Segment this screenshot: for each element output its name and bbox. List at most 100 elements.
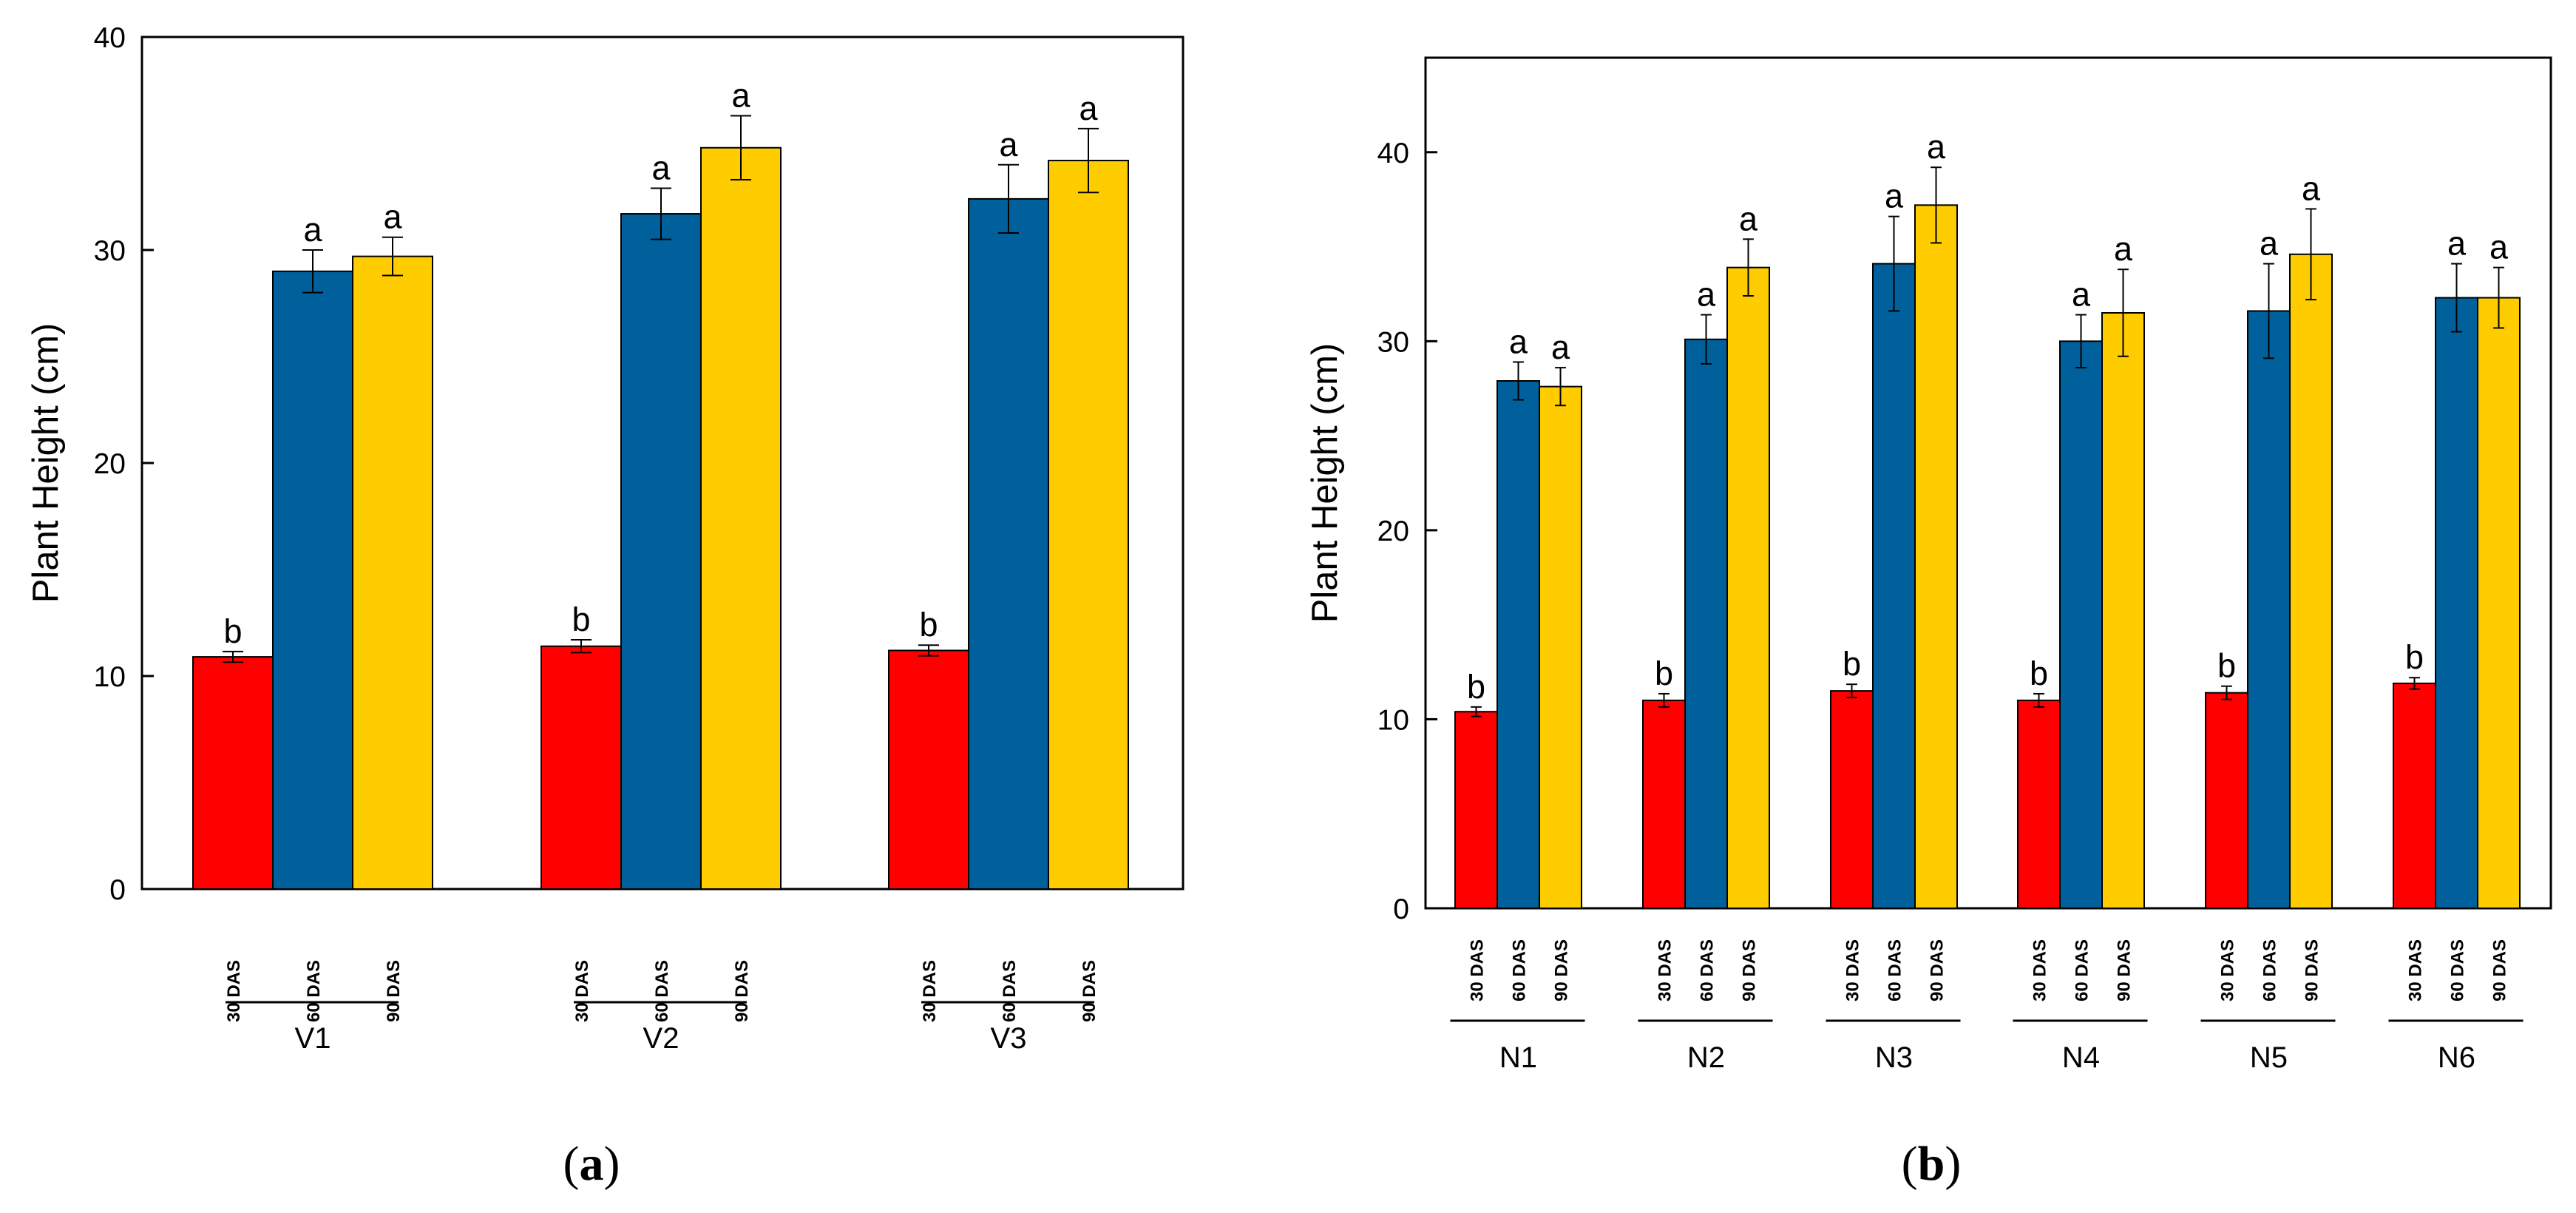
bar-category-label: 30 DAS bbox=[1655, 939, 1675, 1001]
bar-V2-60-DAS bbox=[620, 213, 702, 891]
y-tick-label: 40 bbox=[94, 22, 126, 54]
bar-category-label: 60 DAS bbox=[1000, 960, 1020, 1022]
bar-V3-30-DAS bbox=[888, 649, 969, 890]
bar-N1-90-DAS bbox=[1539, 385, 1582, 909]
group-label-V3: V3 bbox=[991, 1022, 1027, 1055]
significance-letter: b bbox=[2030, 655, 2048, 692]
bar-category-label: 30 DAS bbox=[2030, 939, 2050, 1001]
bar-category-label: 60 DAS bbox=[2448, 939, 2468, 1001]
bar-category-label: 90 DAS bbox=[1740, 939, 1760, 1001]
chart-panel-b: 0 10 20 30 40 Plant Height (cm) b 30 DAS a 60 DAS… bbox=[1305, 56, 2552, 1191]
bar-N2-90-DAS bbox=[1726, 266, 1770, 909]
significance-letter: a bbox=[2072, 276, 2091, 314]
group-label-N5: N5 bbox=[2250, 1041, 2288, 1074]
y-tick-label: 10 bbox=[94, 661, 126, 693]
bar-category-label: 90 DAS bbox=[2115, 939, 2135, 1001]
y-tick-label: 0 bbox=[1393, 893, 1409, 925]
bar-N6-30-DAS bbox=[2393, 682, 2436, 910]
significance-letter: a bbox=[2114, 230, 2133, 268]
significance-letter: b bbox=[1467, 668, 1485, 706]
significance-letter: b bbox=[2217, 647, 2236, 685]
y-tick-label: 20 bbox=[1377, 516, 1409, 547]
bar-N5-60-DAS bbox=[2247, 310, 2291, 909]
significance-letter: a bbox=[651, 149, 671, 186]
significance-letter: a bbox=[1885, 178, 1904, 215]
bar-V3-60-DAS bbox=[968, 197, 1049, 890]
bar-category-label: 30 DAS bbox=[1843, 939, 1863, 1001]
bar-category-label: 30 DAS bbox=[1468, 939, 1488, 1001]
bar-category-label: 60 DAS bbox=[652, 960, 672, 1022]
bar-category-label: 60 DAS bbox=[2072, 939, 2092, 1001]
bar-N1-60-DAS bbox=[1497, 380, 1540, 909]
plot-frame bbox=[1424, 56, 2552, 910]
significance-letter: a bbox=[1551, 328, 1570, 366]
significance-letter: b bbox=[1843, 645, 1861, 683]
y-tick-label: 20 bbox=[94, 448, 126, 480]
bar-category-label: 90 DAS bbox=[732, 960, 752, 1022]
bar-V2-30-DAS bbox=[540, 645, 622, 890]
panel-label-letter: b bbox=[1918, 1137, 1945, 1191]
significance-letter: b bbox=[1655, 655, 1673, 692]
panel-label: (b) bbox=[1902, 1137, 1962, 1191]
y-tick-label: 10 bbox=[1377, 704, 1409, 736]
significance-letter: a bbox=[1739, 200, 1758, 237]
bar-category-label: 60 DAS bbox=[304, 960, 324, 1022]
bar-category-label: 30 DAS bbox=[224, 960, 244, 1022]
panel-label-open: ( bbox=[563, 1137, 580, 1191]
bar-N3-30-DAS bbox=[1830, 690, 1874, 909]
bar-category-label: 90 DAS bbox=[1928, 939, 1948, 1001]
bar-V3-90-DAS bbox=[1048, 160, 1129, 891]
group-label-N2: N2 bbox=[1687, 1041, 1725, 1074]
bar-N3-60-DAS bbox=[1872, 263, 1916, 909]
significance-letter: a bbox=[1079, 89, 1098, 127]
y-tick-label: 30 bbox=[94, 235, 126, 267]
group-label-N6: N6 bbox=[2438, 1041, 2475, 1074]
panel-label-close: ) bbox=[604, 1137, 620, 1191]
bar-category-label: 90 DAS bbox=[2490, 939, 2510, 1001]
bar-N4-30-DAS bbox=[2017, 699, 2061, 910]
significance-letter: a bbox=[2260, 225, 2279, 263]
significance-letter: a bbox=[2489, 229, 2509, 266]
bar-category-label: 60 DAS bbox=[2260, 939, 2280, 1001]
bar-N1-30-DAS bbox=[1454, 711, 1498, 909]
bar-category-label: 30 DAS bbox=[920, 960, 940, 1022]
significance-letter: a bbox=[731, 77, 750, 115]
bar-category-label: 60 DAS bbox=[1698, 939, 1718, 1001]
panel-label-letter: a bbox=[580, 1137, 604, 1191]
bar-V1-60-DAS bbox=[272, 270, 353, 890]
bar-N4-90-DAS bbox=[2101, 312, 2145, 909]
bar-N4-60-DAS bbox=[2059, 340, 2103, 910]
significance-letter: b bbox=[919, 606, 938, 643]
bar-category-label: 60 DAS bbox=[1885, 939, 1905, 1001]
significance-letter: a bbox=[999, 126, 1018, 163]
bar-N5-90-DAS bbox=[2289, 253, 2333, 909]
bar-category-label: 90 DAS bbox=[384, 960, 404, 1022]
y-tick-label: 30 bbox=[1377, 326, 1409, 358]
bar-N5-30-DAS bbox=[2205, 692, 2248, 910]
significance-letter: b bbox=[223, 612, 242, 650]
significance-letter: b bbox=[2405, 638, 2424, 676]
group-label-V1: V1 bbox=[295, 1022, 331, 1055]
significance-letter: b bbox=[572, 601, 590, 638]
significance-letter: a bbox=[1927, 128, 1946, 166]
bar-category-label: 90 DAS bbox=[1552, 939, 1572, 1001]
bar-category-label: 30 DAS bbox=[2406, 939, 2426, 1001]
bar-N2-30-DAS bbox=[1642, 699, 1686, 910]
bar-N6-60-DAS bbox=[2435, 297, 2478, 909]
y-tick-label: 40 bbox=[1377, 138, 1409, 169]
significance-letter: a bbox=[1697, 276, 1716, 314]
panel-label-close: ) bbox=[1945, 1137, 1961, 1191]
y-axis-title: Plant Height (cm) bbox=[26, 323, 66, 604]
bar-category-label: 30 DAS bbox=[2218, 939, 2238, 1001]
y-tick-label: 0 bbox=[109, 874, 126, 906]
group-label-N3: N3 bbox=[1875, 1041, 1913, 1074]
chart-panel-a: 0 10 20 30 40 Plant Height (cm) b 30 DAS a 60 DAS… bbox=[26, 22, 1184, 1191]
bar-N3-90-DAS bbox=[1914, 204, 1958, 910]
panel-label-open: ( bbox=[1902, 1137, 1918, 1191]
bar-category-label: 90 DAS bbox=[1079, 960, 1099, 1022]
significance-letter: a bbox=[2447, 225, 2467, 263]
bar-V1-90-DAS bbox=[352, 255, 433, 890]
significance-letter: a bbox=[303, 211, 322, 249]
significance-letter: a bbox=[2302, 169, 2321, 207]
